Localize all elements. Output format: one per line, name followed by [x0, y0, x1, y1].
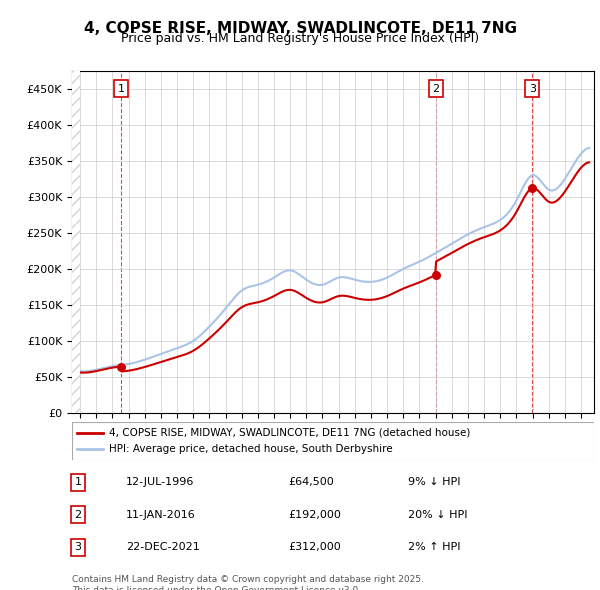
Polygon shape — [72, 71, 80, 413]
Text: Price paid vs. HM Land Registry's House Price Index (HPI): Price paid vs. HM Land Registry's House … — [121, 32, 479, 45]
Text: 4, COPSE RISE, MIDWAY, SWADLINCOTE, DE11 7NG: 4, COPSE RISE, MIDWAY, SWADLINCOTE, DE11… — [83, 21, 517, 35]
Point — [527, 183, 537, 193]
FancyBboxPatch shape — [72, 422, 594, 460]
Text: £64,500: £64,500 — [288, 477, 334, 487]
Text: 2: 2 — [74, 510, 82, 520]
Text: £192,000: £192,000 — [288, 510, 341, 520]
Text: 3: 3 — [529, 84, 536, 94]
Text: 2% ↑ HPI: 2% ↑ HPI — [408, 542, 461, 552]
Text: 3: 3 — [74, 542, 82, 552]
Text: 12-JUL-1996: 12-JUL-1996 — [126, 477, 194, 487]
Text: 1: 1 — [74, 477, 82, 487]
Text: 1: 1 — [118, 84, 124, 94]
Text: 9% ↓ HPI: 9% ↓ HPI — [408, 477, 461, 487]
Text: Contains HM Land Registry data © Crown copyright and database right 2025.
This d: Contains HM Land Registry data © Crown c… — [72, 575, 424, 590]
Text: 2: 2 — [433, 84, 440, 94]
Text: 20% ↓ HPI: 20% ↓ HPI — [408, 510, 467, 520]
Point — [116, 362, 126, 371]
Text: 22-DEC-2021: 22-DEC-2021 — [126, 542, 200, 552]
Point — [431, 270, 441, 280]
Text: 4, COPSE RISE, MIDWAY, SWADLINCOTE, DE11 7NG (detached house): 4, COPSE RISE, MIDWAY, SWADLINCOTE, DE11… — [109, 428, 470, 438]
Text: £312,000: £312,000 — [288, 542, 341, 552]
Text: HPI: Average price, detached house, South Derbyshire: HPI: Average price, detached house, Sout… — [109, 444, 392, 454]
Text: 11-JAN-2016: 11-JAN-2016 — [126, 510, 196, 520]
